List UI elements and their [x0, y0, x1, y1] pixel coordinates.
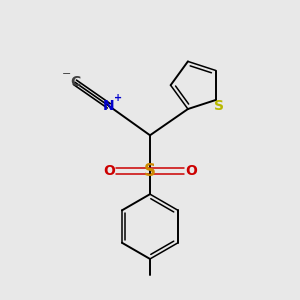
Text: C: C	[70, 75, 80, 89]
Text: S: S	[214, 99, 224, 113]
Text: O: O	[185, 164, 197, 178]
Text: N: N	[103, 99, 115, 113]
Text: S: S	[144, 162, 156, 180]
Text: +: +	[114, 93, 122, 103]
Text: O: O	[103, 164, 115, 178]
Text: −: −	[61, 69, 71, 79]
